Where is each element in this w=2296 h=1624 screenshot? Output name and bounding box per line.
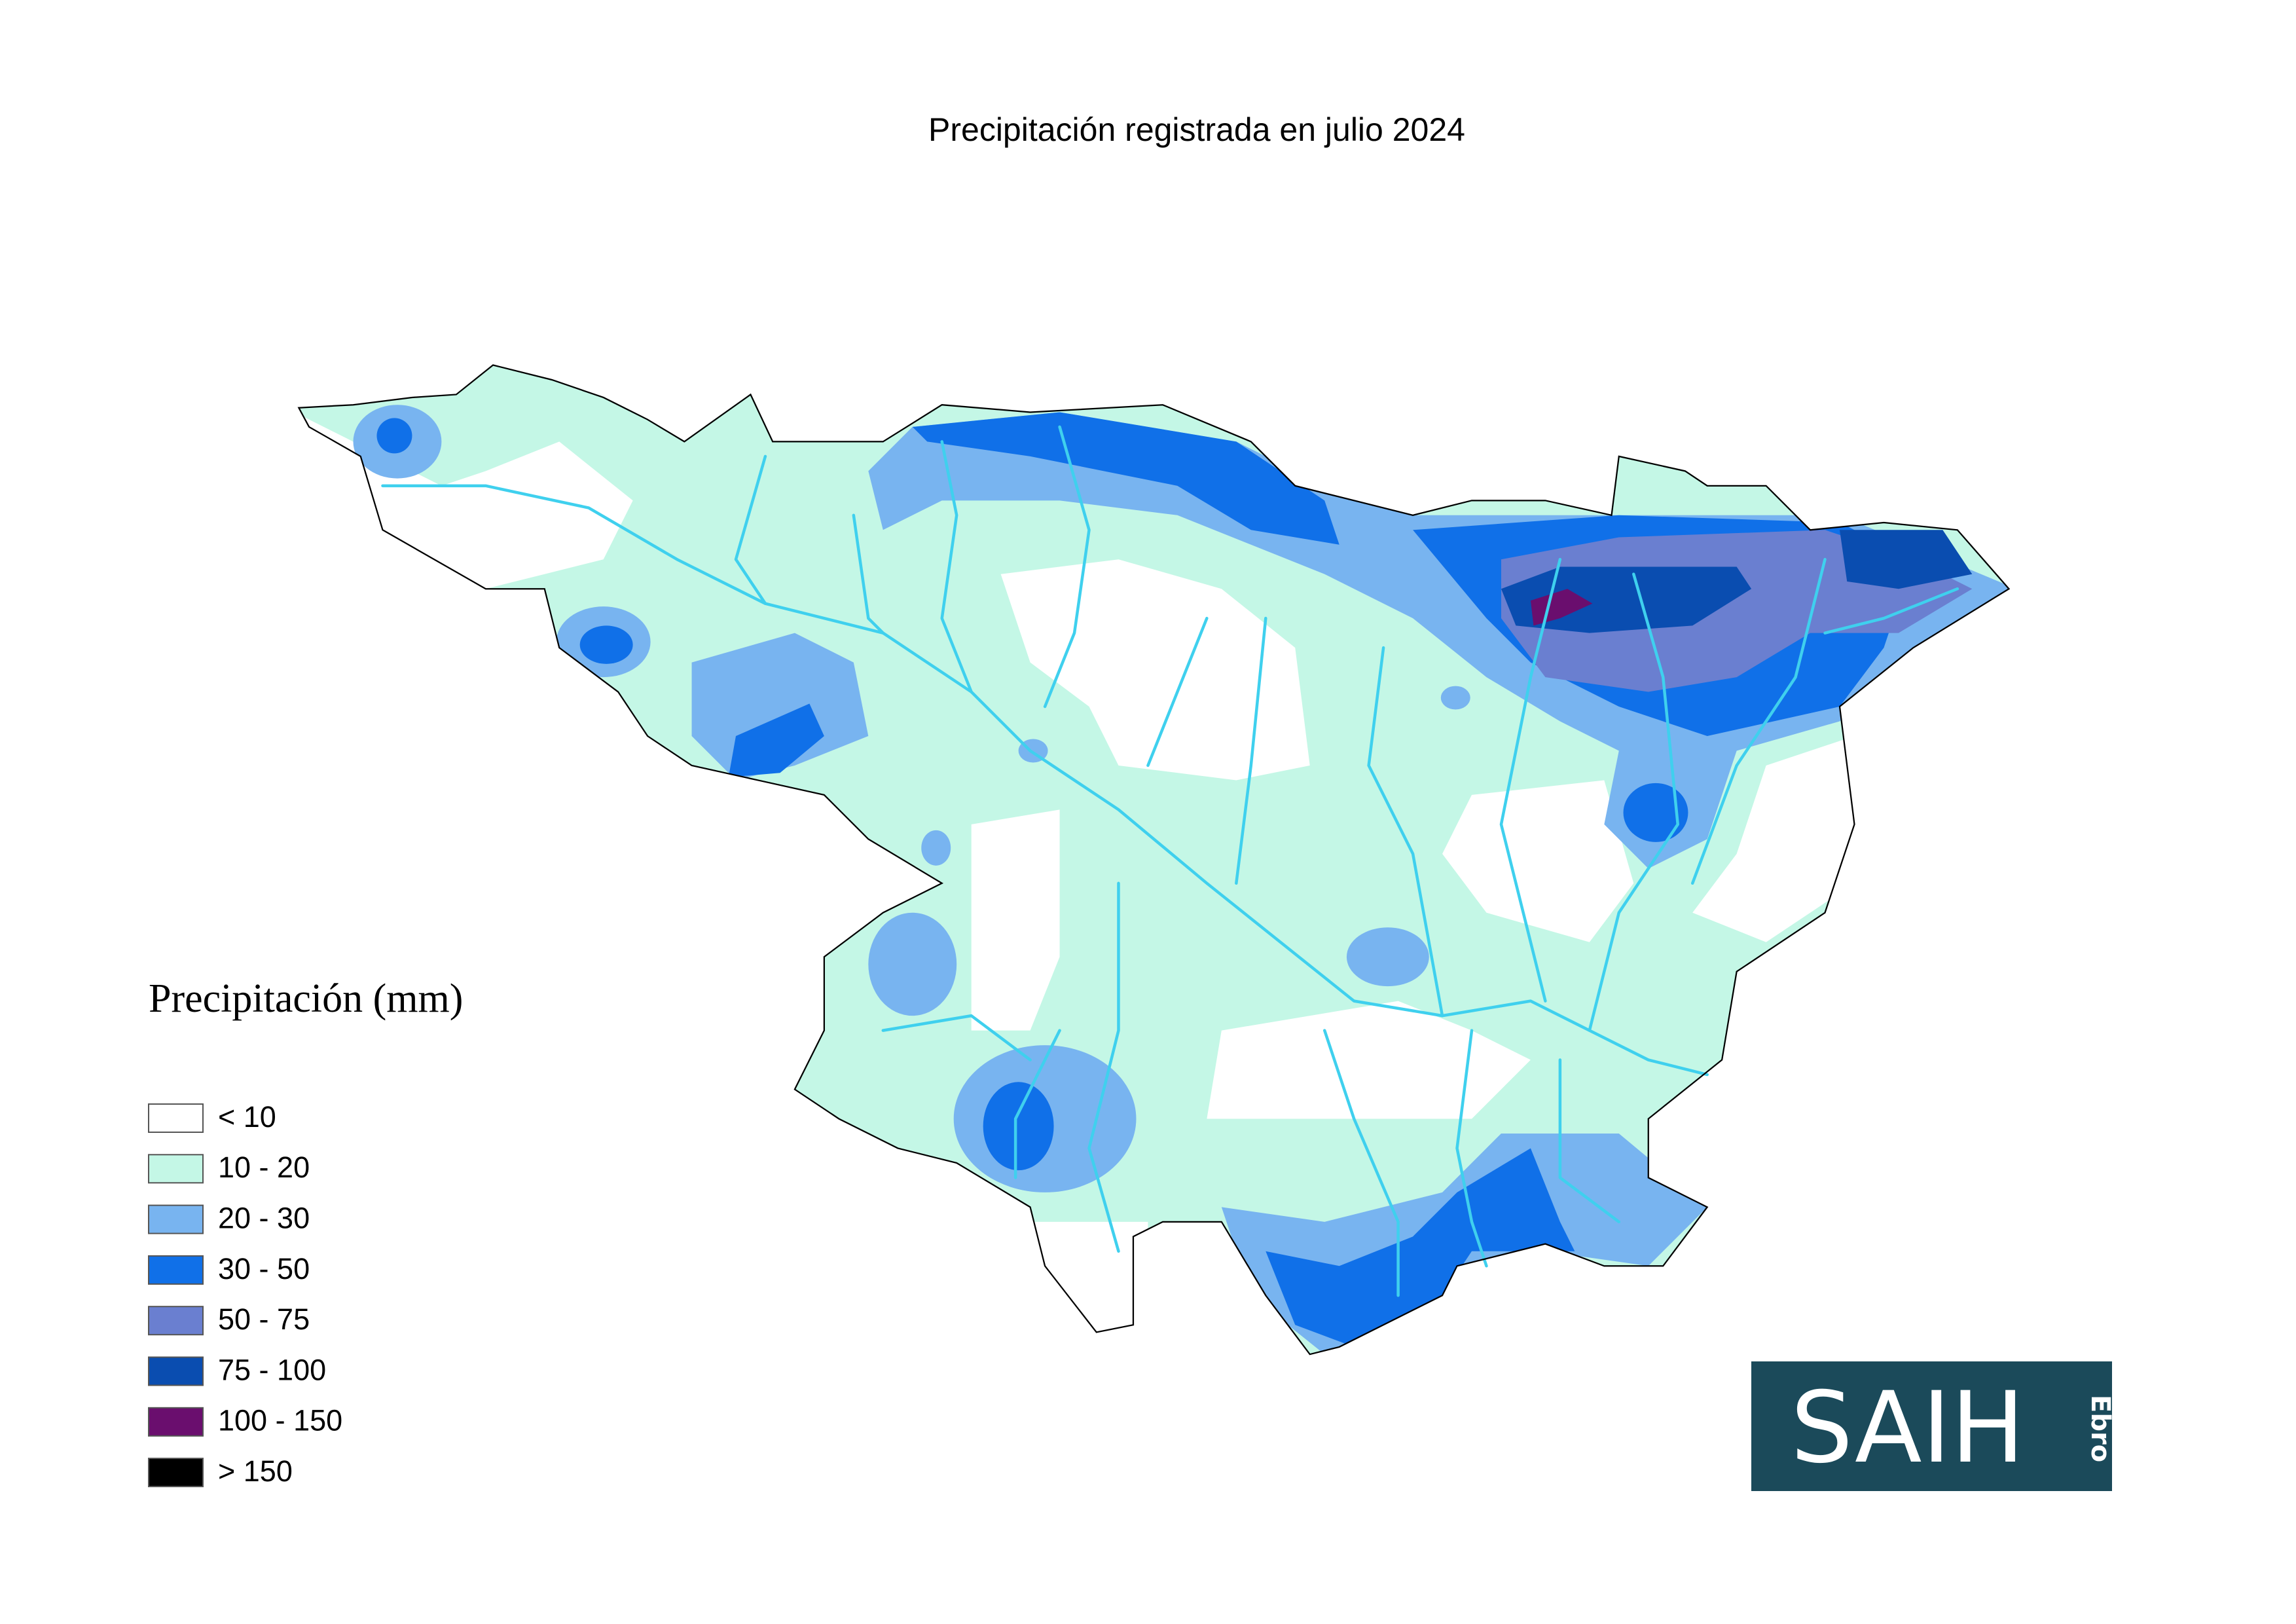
legend-title: Precipitación (mm) xyxy=(149,976,463,1021)
zone-20-30 xyxy=(1346,927,1429,987)
zone-30-50 xyxy=(376,418,412,454)
zone-30-50 xyxy=(912,412,1339,545)
legend-label: 75 - 100 xyxy=(218,1353,326,1386)
zone-20-30 xyxy=(921,830,951,866)
rivers xyxy=(381,425,1959,1297)
logo-box xyxy=(1751,1361,2112,1491)
legend-swatch xyxy=(148,1356,204,1386)
legend-label: > 150 xyxy=(218,1454,293,1488)
legend-swatch xyxy=(148,1154,204,1184)
legend-label: 50 - 75 xyxy=(218,1302,310,1336)
legend-swatch xyxy=(148,1204,204,1234)
basin-map xyxy=(298,364,2010,1356)
legend-swatch xyxy=(148,1306,204,1336)
zone-lt10 xyxy=(1442,780,1634,942)
zone-30-50 xyxy=(983,1082,1054,1171)
logo-main: SAIH xyxy=(1791,1371,2025,1485)
zone-lt10 xyxy=(971,809,1060,1031)
zone-30-50 xyxy=(579,625,633,664)
map-title: Precipitación registrada en julio 2024 xyxy=(928,111,1465,148)
zone-20-30 xyxy=(868,912,957,1016)
zone-30-50 xyxy=(728,703,824,777)
zone-20-30 xyxy=(1440,686,1470,710)
legend-label: 20 - 30 xyxy=(218,1201,310,1234)
zone-75-100 xyxy=(1840,530,1973,589)
zone-30-50 xyxy=(1266,1148,1575,1347)
legend: < 10 10 - 20 20 - 30 30 - 50 50 - 75 75 - 100… xyxy=(148,1100,342,1488)
precipitation-zones xyxy=(299,365,2009,1355)
legend-swatch xyxy=(148,1103,204,1133)
logo-sub: Ebro xyxy=(2085,1395,2115,1462)
zone-lt10 xyxy=(1692,736,1855,942)
logo: SAIH Ebro xyxy=(1751,1361,2115,1491)
legend-swatch xyxy=(148,1407,204,1437)
legend-label: 10 - 20 xyxy=(218,1151,310,1184)
legend-swatch xyxy=(148,1458,204,1488)
zone-lt10 xyxy=(1207,1001,1531,1119)
zone-30-50 xyxy=(1623,783,1688,842)
legend-label: < 10 xyxy=(218,1100,276,1134)
legend-label: 100 - 150 xyxy=(218,1404,342,1437)
legend-label: 30 - 50 xyxy=(218,1252,310,1285)
legend-swatch xyxy=(148,1255,204,1285)
